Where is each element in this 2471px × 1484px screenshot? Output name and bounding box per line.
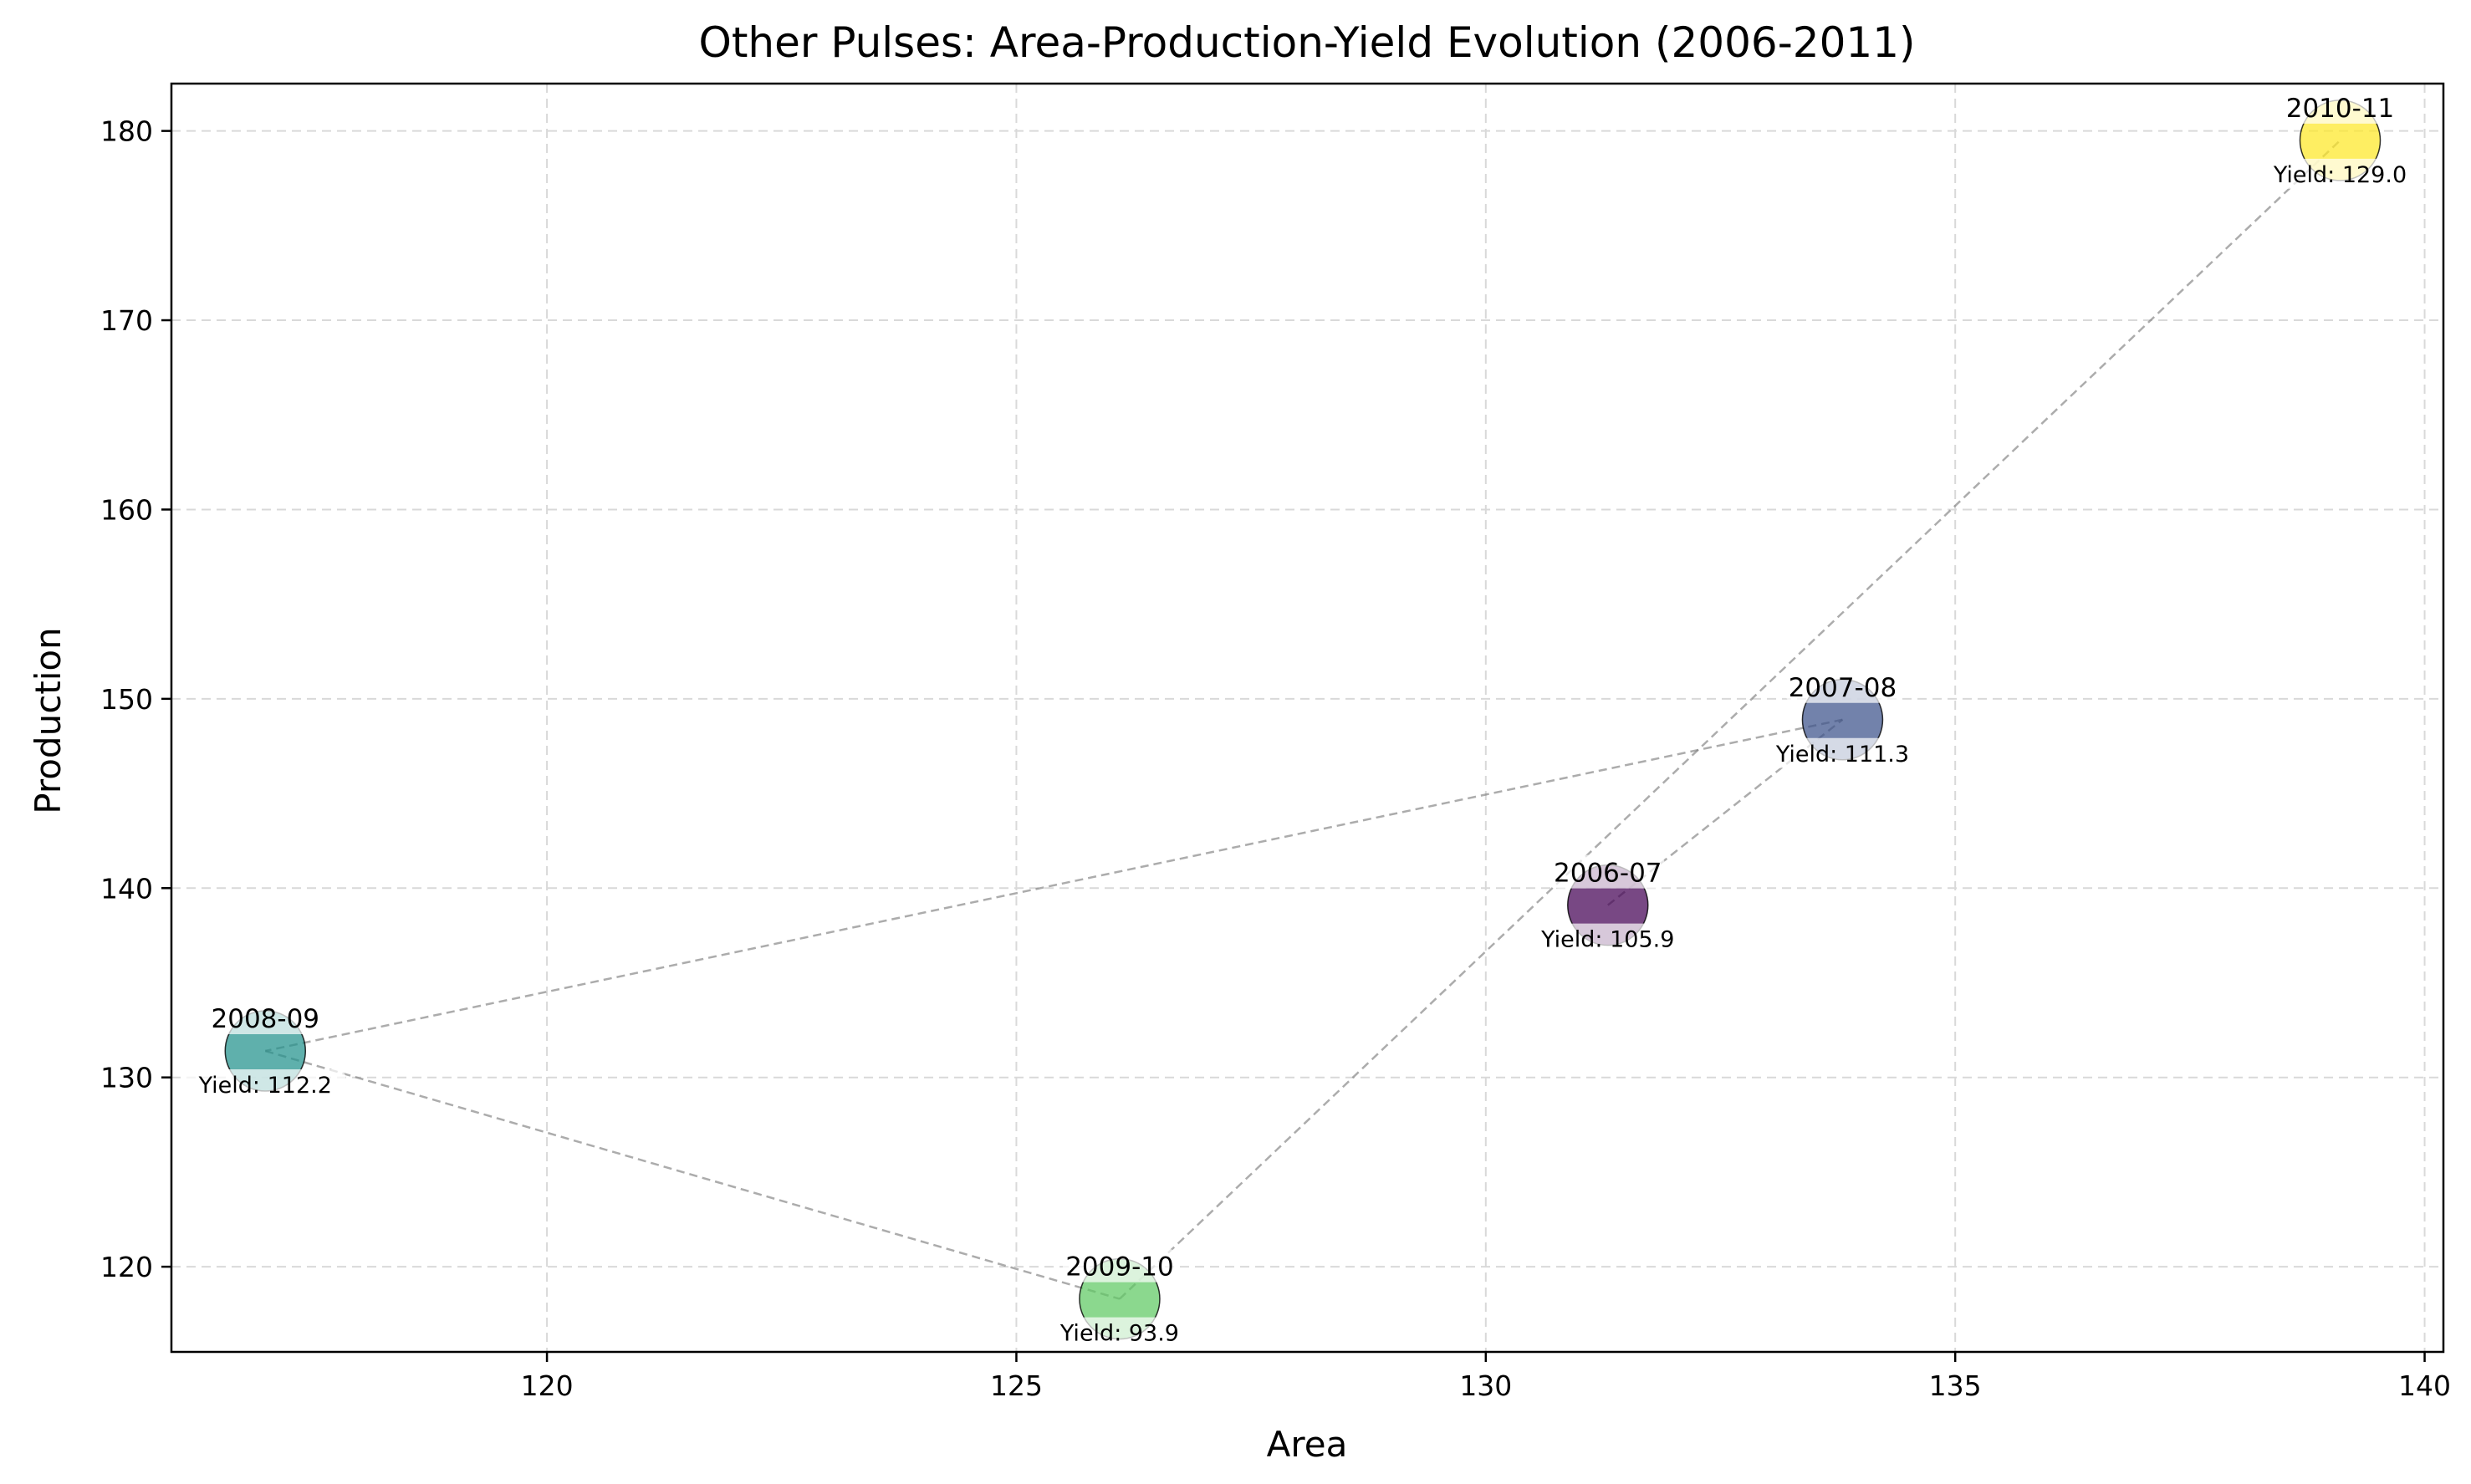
yield-label-2010-11: Yield: 129.0 <box>2273 162 2407 188</box>
yield-label-2007-08: Yield: 111.3 <box>1775 742 1909 767</box>
connector-line <box>265 718 1843 1053</box>
year-label-background <box>1550 854 1665 889</box>
chart-title: Other Pulses: Area-Production-Yield Evol… <box>698 18 1915 67</box>
x-tick-label: 135 <box>1929 1369 1982 1402</box>
y-tick-label: 180 <box>100 115 153 148</box>
y-tick-label: 120 <box>100 1251 153 1283</box>
year-label-2009-10: 2009-10 <box>1065 1252 1174 1283</box>
plot-frame <box>170 82 2445 1354</box>
yield-label-2006-07: Yield: 105.9 <box>1540 927 1674 953</box>
y-tick-label: 130 <box>100 1062 153 1094</box>
connector-lines <box>264 140 2341 1300</box>
yield-label-background <box>1527 923 1688 954</box>
x-tick-label: 120 <box>521 1369 574 1402</box>
y-axis-label: Production <box>28 627 69 813</box>
point-labels: 2006-07 Yield: 105.9 2007-08 Yield: 111.3 20… <box>185 89 2421 1348</box>
year-label-background <box>1785 669 1900 703</box>
year-label-2010-11: 2010-11 <box>2286 94 2395 124</box>
grid-lines <box>171 84 2443 1352</box>
year-label-2006-07: 2006-07 <box>1554 859 1662 889</box>
yield-label-2009-10: Yield: 93.9 <box>1059 1321 1179 1347</box>
y-tick-label: 150 <box>100 683 153 716</box>
x-axis-label: Area <box>1267 1424 1348 1465</box>
x-tick-label: 130 <box>1459 1369 1512 1402</box>
year-label-background <box>2283 89 2397 124</box>
connector-line <box>264 1049 1121 1300</box>
y-tick-label: 140 <box>100 872 153 905</box>
year-label-background <box>208 1000 323 1034</box>
axis-ticks: 120 125 130 135 140 120 130 140 150 160 170 180 <box>100 115 2451 1402</box>
year-label-2008-09: 2008-09 <box>212 1004 320 1034</box>
y-tick-label: 160 <box>100 493 153 526</box>
yield-label-background <box>2259 158 2421 189</box>
year-label-2007-08: 2007-08 <box>1789 673 1897 703</box>
y-tick-label: 170 <box>100 304 153 337</box>
yield-label-background <box>185 1068 346 1099</box>
yield-label-background <box>1039 1317 1200 1348</box>
yield-label-2008-09: Yield: 112.2 <box>198 1073 332 1099</box>
year-label-background <box>1062 1248 1177 1283</box>
connector-line <box>1606 718 1844 906</box>
x-tick-label: 125 <box>990 1369 1043 1402</box>
yield-label-background <box>1762 737 1923 768</box>
x-tick-label: 140 <box>2398 1369 2451 1402</box>
